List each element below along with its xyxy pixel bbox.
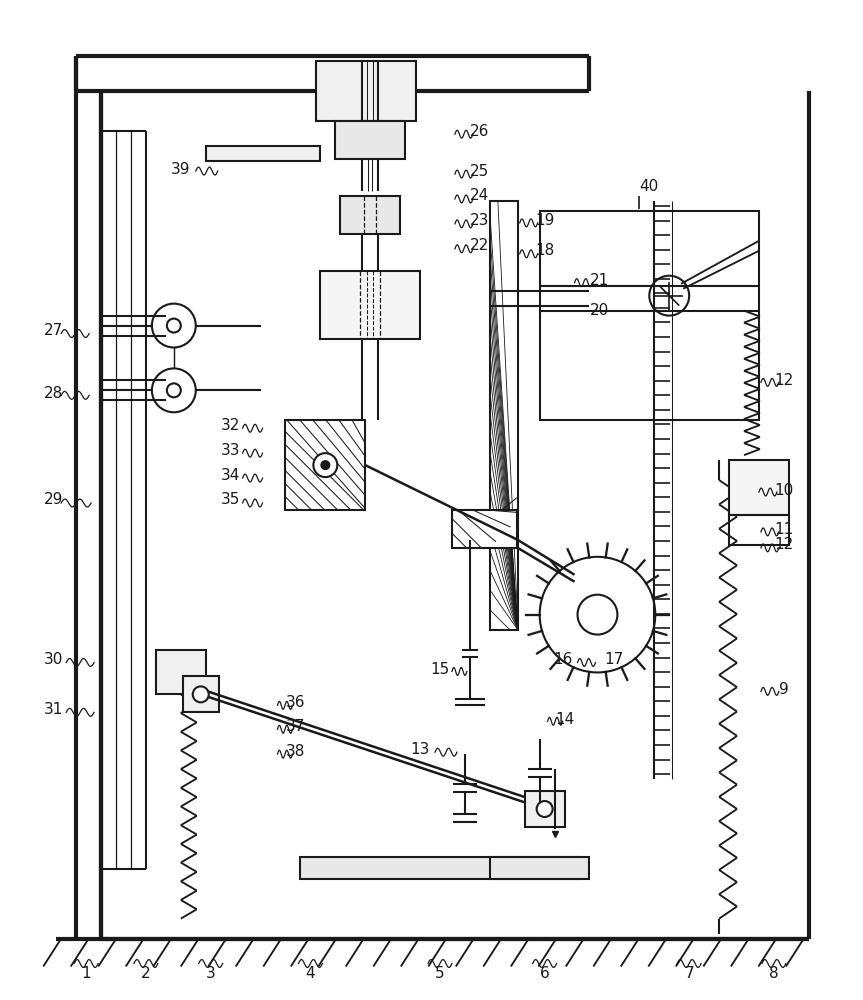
Text: 3: 3 <box>206 966 216 981</box>
Text: 21: 21 <box>589 273 609 288</box>
Text: 20: 20 <box>589 303 609 318</box>
Text: 10: 10 <box>774 483 793 498</box>
Bar <box>205 146 320 161</box>
Text: 34: 34 <box>221 468 240 483</box>
Text: 14: 14 <box>555 712 574 727</box>
Text: 27: 27 <box>44 323 63 338</box>
Text: 9: 9 <box>779 682 789 697</box>
Text: 6: 6 <box>539 966 550 981</box>
Text: 13: 13 <box>410 742 430 757</box>
Bar <box>729 460 789 515</box>
Circle shape <box>313 453 337 477</box>
Text: 12: 12 <box>774 373 793 388</box>
Text: 18: 18 <box>535 243 554 258</box>
Bar <box>183 676 218 712</box>
Text: 12: 12 <box>774 537 793 552</box>
Bar <box>300 857 580 879</box>
Text: 2: 2 <box>142 966 151 981</box>
Text: 36: 36 <box>286 695 306 710</box>
Circle shape <box>321 461 330 469</box>
Circle shape <box>537 801 552 817</box>
Text: 15: 15 <box>431 662 450 677</box>
Text: 26: 26 <box>470 124 489 139</box>
Bar <box>156 650 205 694</box>
Bar <box>320 271 420 339</box>
Text: 31: 31 <box>43 702 63 717</box>
Text: 25: 25 <box>470 164 489 179</box>
Text: 29: 29 <box>43 492 63 508</box>
Text: 24: 24 <box>470 188 489 203</box>
Bar <box>336 121 405 159</box>
Bar <box>729 515 789 545</box>
Text: 1: 1 <box>81 966 91 981</box>
Text: 38: 38 <box>286 744 306 759</box>
Text: 7: 7 <box>684 966 694 981</box>
Text: 35: 35 <box>221 492 240 508</box>
Text: 28: 28 <box>44 386 63 401</box>
Text: 32: 32 <box>221 418 240 433</box>
Bar <box>286 420 365 510</box>
Text: 4: 4 <box>306 966 315 981</box>
Bar <box>340 196 400 234</box>
Text: 22: 22 <box>470 238 489 253</box>
Text: 40: 40 <box>639 179 659 194</box>
Text: 8: 8 <box>769 966 778 981</box>
Bar <box>525 791 564 827</box>
Text: 39: 39 <box>171 162 191 177</box>
Text: 23: 23 <box>470 213 489 228</box>
Circle shape <box>192 686 209 702</box>
Bar <box>490 857 589 879</box>
Text: 37: 37 <box>286 719 306 734</box>
Bar <box>317 61 416 121</box>
Text: 30: 30 <box>43 652 63 667</box>
Text: 17: 17 <box>605 652 624 667</box>
Bar <box>539 211 759 420</box>
Text: 16: 16 <box>553 652 572 667</box>
Bar <box>490 201 518 630</box>
Text: 19: 19 <box>535 213 554 228</box>
Text: 5: 5 <box>435 966 444 981</box>
Text: 11: 11 <box>774 522 793 537</box>
Text: 33: 33 <box>221 443 241 458</box>
Bar <box>452 510 517 548</box>
